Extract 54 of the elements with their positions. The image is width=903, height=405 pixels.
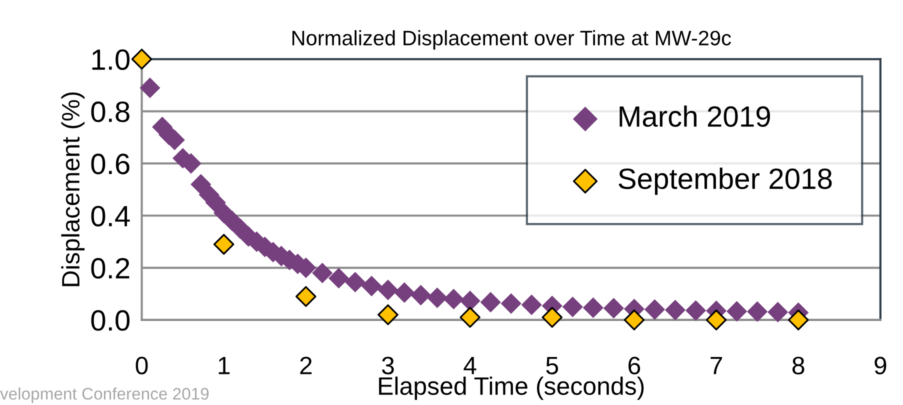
point	[426, 287, 448, 308]
y-axis-title: Displacement (%)	[61, 92, 85, 286]
point	[410, 284, 432, 306]
text: velopment Conference 2019	[0, 387, 209, 403]
point	[480, 292, 501, 313]
x-tick-label: 7	[710, 356, 722, 374]
legend-label: September 2018	[618, 168, 832, 195]
x-tick-label: 3	[382, 356, 394, 374]
point	[726, 301, 748, 322]
x-tick-label: 8	[792, 356, 804, 374]
x-tick-label: 9	[874, 356, 886, 374]
point	[644, 299, 666, 320]
x-tick-label: 2	[300, 356, 312, 374]
x-tick-label: 0	[136, 356, 148, 374]
point	[624, 310, 645, 330]
point	[460, 306, 480, 328]
chart-title: Normalized Displacement over Time at MW-29c	[292, 30, 731, 50]
point	[296, 286, 316, 307]
point	[603, 298, 624, 319]
point	[312, 262, 333, 284]
point	[378, 280, 398, 300]
point	[378, 304, 398, 326]
point	[500, 293, 522, 314]
y-tick-label: 0.8	[91, 101, 130, 122]
x-tick-label: 1	[218, 356, 230, 374]
point	[344, 272, 366, 292]
legend-label: March 2019	[620, 105, 770, 127]
point	[562, 296, 583, 318]
point	[542, 306, 563, 328]
point	[443, 288, 464, 310]
y-tick-label: 0.2	[91, 258, 130, 279]
point	[685, 300, 706, 321]
point	[190, 174, 212, 195]
point	[706, 310, 727, 330]
x-tick-label: 6	[628, 356, 640, 374]
point	[768, 302, 788, 322]
x-tick-label: 4	[464, 356, 476, 374]
y-tick-label: 0.4	[91, 206, 130, 226]
point	[361, 276, 382, 296]
y-tick-label: 0.0	[91, 310, 130, 331]
x-axis-title: Elapsed Time (seconds)	[379, 376, 644, 400]
point	[140, 78, 160, 98]
point	[788, 310, 809, 330]
point	[328, 268, 350, 289]
y-tick-label: 1.0	[92, 49, 130, 70]
point	[213, 234, 234, 255]
point	[582, 297, 604, 318]
point	[394, 282, 415, 303]
point	[664, 300, 686, 320]
y-tick-label: 0.6	[91, 154, 130, 174]
point	[521, 294, 542, 316]
x-tick-label: 5	[546, 356, 558, 374]
point	[131, 48, 152, 70]
point	[747, 301, 768, 322]
